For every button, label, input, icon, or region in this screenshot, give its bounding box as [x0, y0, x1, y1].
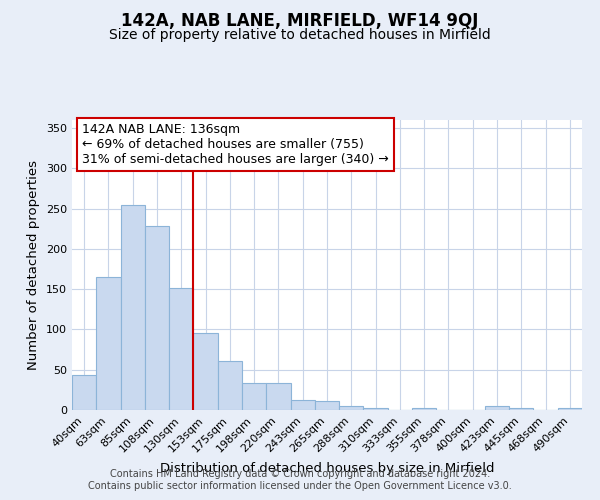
Bar: [315, 401, 339, 410]
Text: 142A, NAB LANE, MIRFIELD, WF14 9QJ: 142A, NAB LANE, MIRFIELD, WF14 9QJ: [121, 12, 479, 30]
Text: Contains HM Land Registry data © Crown copyright and database right 2024.: Contains HM Land Registry data © Crown c…: [110, 469, 490, 479]
Bar: [364, 408, 388, 410]
Bar: [242, 382, 266, 410]
Bar: [558, 408, 582, 410]
Bar: [169, 288, 193, 410]
Bar: [266, 382, 290, 410]
Bar: [96, 277, 121, 410]
Bar: [145, 226, 169, 410]
X-axis label: Distribution of detached houses by size in Mirfield: Distribution of detached houses by size …: [160, 462, 494, 475]
Bar: [485, 406, 509, 410]
Bar: [509, 408, 533, 410]
Bar: [412, 408, 436, 410]
Text: Size of property relative to detached houses in Mirfield: Size of property relative to detached ho…: [109, 28, 491, 42]
Y-axis label: Number of detached properties: Number of detached properties: [28, 160, 40, 370]
Bar: [339, 406, 364, 410]
Bar: [121, 206, 145, 410]
Bar: [72, 374, 96, 410]
Bar: [218, 361, 242, 410]
Text: 142A NAB LANE: 136sqm
← 69% of detached houses are smaller (755)
31% of semi-det: 142A NAB LANE: 136sqm ← 69% of detached …: [82, 123, 389, 166]
Text: Contains public sector information licensed under the Open Government Licence v3: Contains public sector information licen…: [88, 481, 512, 491]
Bar: [193, 332, 218, 410]
Bar: [290, 400, 315, 410]
